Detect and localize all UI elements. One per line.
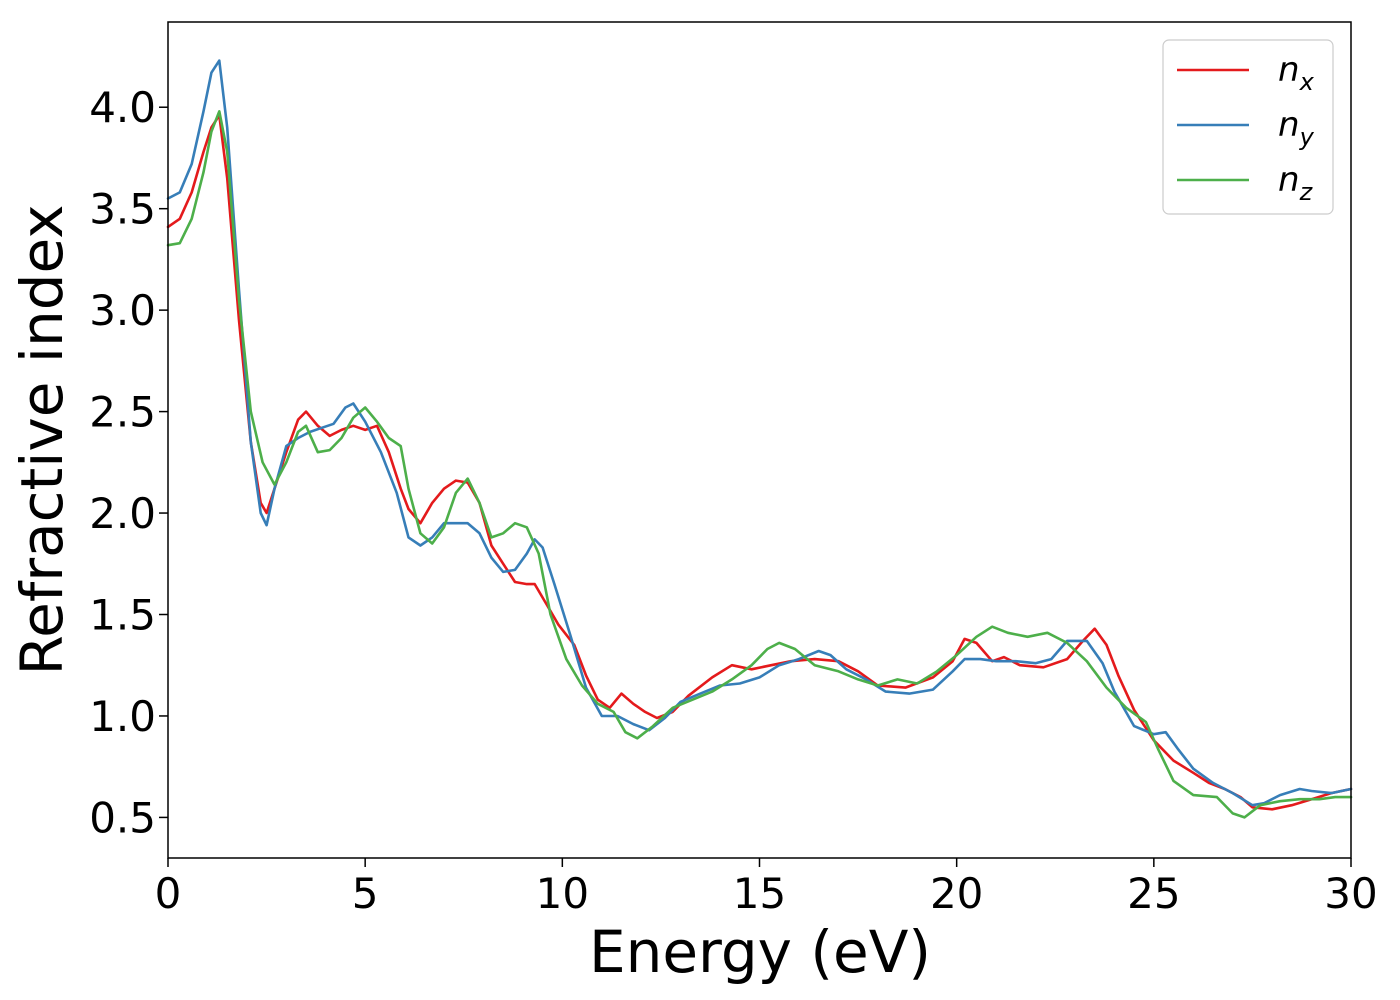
- series-line-x: [166, 114, 1353, 811]
- x-tick-label: 10: [536, 869, 589, 918]
- y-axis-ticks: 0.5 1.0 1.5 2.0 2.5 3.0 3.5 4.0: [89, 83, 168, 842]
- x-tick-label: 25: [1127, 869, 1180, 918]
- series-line-z: [166, 110, 1353, 819]
- y-axis-title: Refractive index: [8, 204, 76, 675]
- legend-label-subscript: x: [1299, 68, 1315, 96]
- y-tick-label: 3.0: [89, 286, 156, 335]
- legend-label-base: n: [1278, 105, 1300, 145]
- series-layer: [166, 59, 1353, 819]
- x-axis-ticks: 0 5 10 15 20 25 30: [155, 858, 1378, 918]
- y-tick-label: 1.0: [89, 692, 156, 741]
- series-line-y: [166, 59, 1353, 807]
- y-tick-label: 1.5: [89, 591, 156, 640]
- legend-label-subscript: z: [1299, 178, 1314, 206]
- x-tick-label: 5: [352, 869, 379, 918]
- x-tick-label: 15: [733, 869, 786, 918]
- y-tick-label: 3.5: [89, 185, 156, 234]
- legend-label-subscript: y: [1299, 123, 1315, 151]
- y-tick-label: 2.0: [89, 489, 156, 538]
- legend-label-base: n: [1278, 160, 1300, 200]
- y-tick-label: 2.5: [89, 388, 156, 437]
- legend-label-y: ny: [1278, 105, 1315, 151]
- x-tick-label: 0: [155, 869, 182, 918]
- legend-box: [1162, 39, 1334, 215]
- x-tick-label: 20: [930, 869, 983, 918]
- y-tick-label: 0.5: [89, 793, 156, 842]
- y-tick-label: 4.0: [89, 83, 156, 132]
- x-axis-title: Energy (eV): [589, 918, 931, 986]
- x-tick-label: 30: [1324, 869, 1377, 918]
- legend-label-x: nx: [1278, 50, 1315, 96]
- legend-label-base: n: [1278, 50, 1300, 90]
- legend-label-z: nz: [1278, 160, 1314, 206]
- plot-background: [168, 22, 1351, 858]
